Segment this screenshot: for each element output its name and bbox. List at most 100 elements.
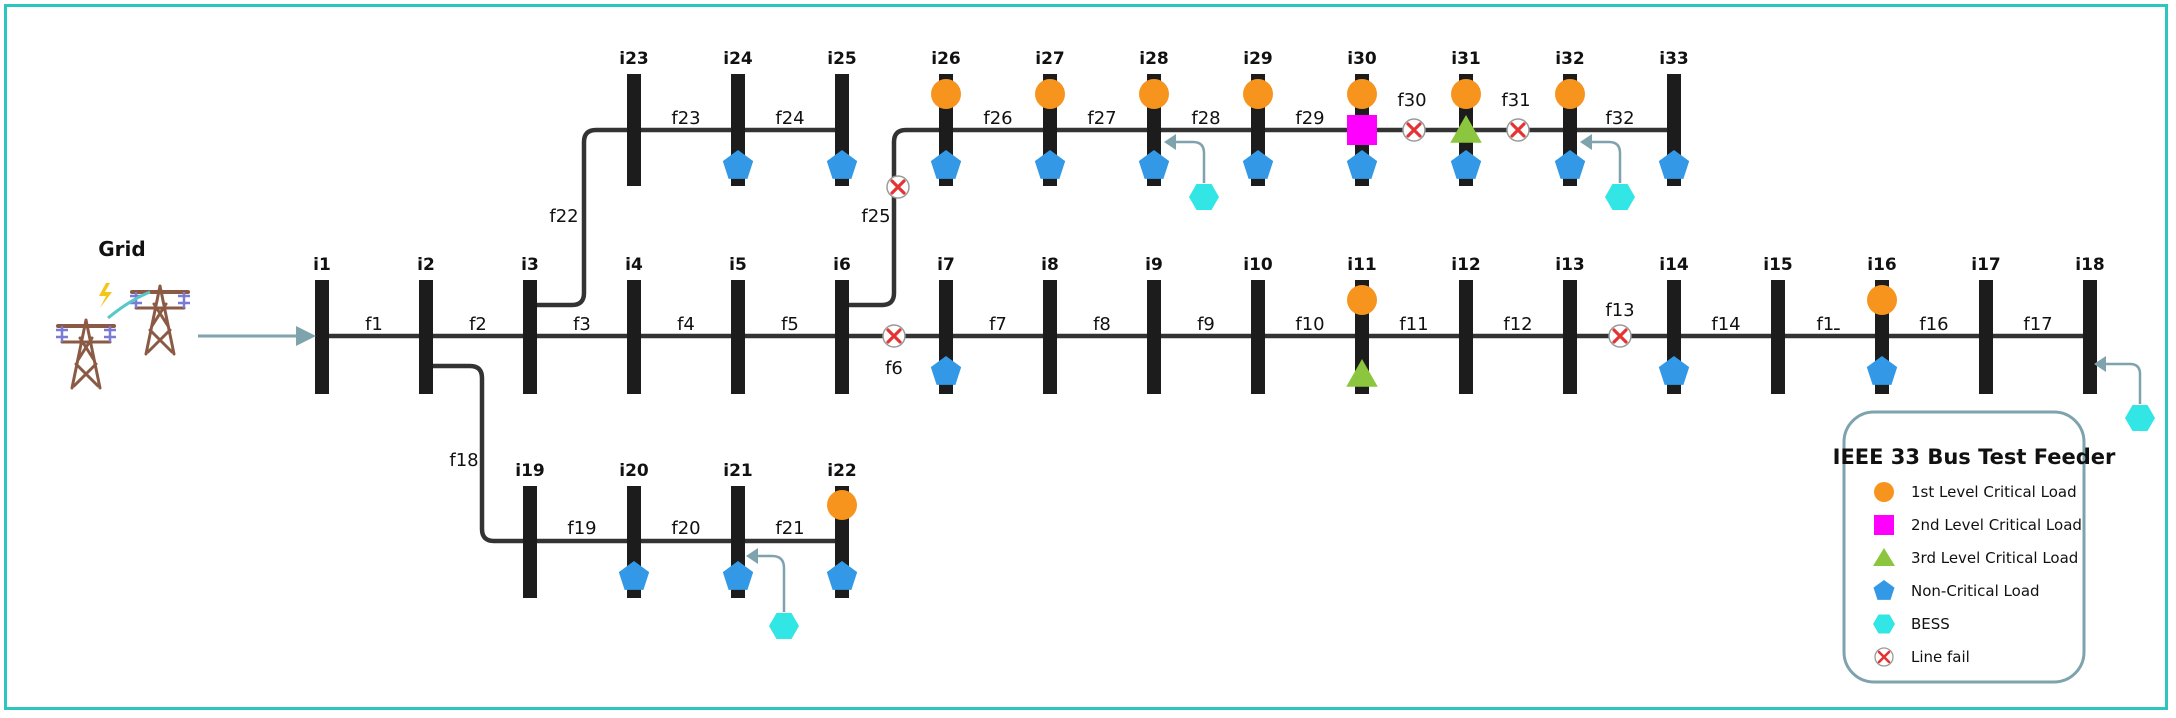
- line-fail-marker-f30: [1402, 118, 1426, 142]
- legend-item-label-bess: BESS: [1911, 615, 1950, 633]
- bus-label-i1: i1: [313, 255, 331, 275]
- line-fail-x-icon: [886, 328, 902, 344]
- line-label-f24: f24: [775, 108, 804, 129]
- line-label-f23: f23: [671, 108, 700, 129]
- bus-label-i29: i29: [1243, 49, 1272, 69]
- legend-item-label-second-level: 2nd Level Critical Load: [1911, 516, 2082, 534]
- legend-box: [1842, 410, 2086, 684]
- line-label-f14: f14: [1711, 314, 1740, 335]
- bus-label-i18: i18: [2075, 255, 2104, 275]
- line-label-f28: f28: [1191, 108, 1220, 129]
- first-level-critical-load-i29: [1243, 79, 1273, 109]
- bus-label-i5: i5: [729, 255, 747, 275]
- bus-label-i31: i31: [1451, 49, 1480, 69]
- bus-label-i26: i26: [931, 49, 960, 69]
- non-critical-load-i14: [1658, 356, 1690, 385]
- non-critical-load-i33: [1658, 150, 1690, 179]
- line-label-f16: f16: [1919, 314, 1948, 335]
- bus-label-i30: i30: [1347, 49, 1377, 69]
- line-label-f20: f20: [671, 518, 700, 539]
- line-label-f32: f32: [1605, 108, 1634, 129]
- legend-item-label-third-level: 3rd Level Critical Load: [1911, 549, 2078, 567]
- line-label-f31: f31: [1501, 90, 1530, 111]
- bess-unit-i21: [769, 613, 799, 639]
- bus-label-i15: i15: [1763, 255, 1792, 275]
- line-label-f18: f18: [449, 450, 478, 471]
- bus-label-i22: i22: [827, 461, 856, 481]
- legend-swatch-second-level: [1874, 515, 1894, 535]
- line-fail-marker-f13: [1608, 324, 1632, 348]
- non-critical-load-i32: [1554, 150, 1586, 179]
- grid-arrow-head-icon: [296, 326, 316, 346]
- legend-swatch-third-level: [1873, 548, 1895, 566]
- bess-arrow-line: [1172, 140, 1206, 183]
- non-critical-load-i27: [1034, 150, 1066, 179]
- non-critical-load-i29: [1242, 150, 1274, 179]
- bus-bar-i9: [1147, 280, 1161, 394]
- legend-item-label-non-critical: Non-Critical Load: [1911, 582, 2040, 600]
- bus-label-i21: i21: [723, 461, 752, 481]
- bus-label-i17: i17: [1971, 255, 2000, 275]
- line-fail-x-icon: [1406, 122, 1422, 138]
- bus-bar-i23: [627, 74, 641, 186]
- line-label-f8: f8: [1093, 314, 1111, 335]
- non-critical-load-i21: [722, 561, 754, 590]
- bess-connection-i21: [746, 548, 786, 612]
- line-fail-x-icon: [890, 179, 906, 195]
- non-critical-load-i28: [1138, 150, 1170, 179]
- bus-bar-i13: [1563, 280, 1577, 394]
- line-fail-x-icon: [1510, 122, 1526, 138]
- bus-label-i12: i12: [1451, 255, 1480, 275]
- first-level-critical-load-i31: [1451, 79, 1481, 109]
- bus-label-i10: i10: [1243, 255, 1273, 275]
- bus-bar-i6: [835, 280, 849, 394]
- line-fail-marker-f31: [1506, 118, 1530, 142]
- line-label-f4: f4: [677, 314, 695, 335]
- bus-label-i6: i6: [833, 255, 851, 275]
- non-critical-load-i31: [1450, 150, 1482, 179]
- bus-label-i13: i13: [1555, 255, 1584, 275]
- bus-label-i11: i11: [1347, 255, 1376, 275]
- bess-arrow-line: [756, 554, 786, 612]
- bess-arrow-head-icon: [1580, 134, 1592, 150]
- legend: IEEE 33 Bus Test Feeder 1st Level Critica…: [1833, 410, 2116, 684]
- non-critical-load-i25: [826, 150, 858, 179]
- legend-item-label-fail: Line fail: [1911, 648, 1970, 666]
- non-critical-load-i30: [1346, 150, 1378, 179]
- line-label-f7: f7: [989, 314, 1007, 335]
- first-level-critical-load-i11: [1347, 285, 1377, 315]
- line-label-f25: f25: [861, 206, 890, 227]
- third-level-critical-load-i11: [1346, 359, 1378, 387]
- line-label-f22: f22: [549, 206, 578, 227]
- insulator-icon: [178, 292, 190, 308]
- bus-label-i19: i19: [515, 461, 544, 481]
- non-critical-load-i26: [930, 150, 962, 179]
- bus-bar-i15: [1771, 280, 1785, 394]
- bess-connection-i32: [1580, 134, 1622, 183]
- non-critical-load-i7: [930, 356, 962, 385]
- non-critical-load-i22: [826, 561, 858, 590]
- line-label-f27: f27: [1087, 108, 1116, 129]
- line-label-f19: f19: [567, 518, 596, 539]
- bus-bar-i3: [523, 280, 537, 394]
- line-label-f30: f30: [1397, 90, 1426, 111]
- legend-swatch-first-level: [1874, 482, 1894, 502]
- first-level-critical-load-i26: [931, 79, 961, 109]
- transmission-tower-icon-right: [130, 284, 190, 356]
- bus-label-i14: i14: [1659, 255, 1689, 275]
- bus-bar-i8: [1043, 280, 1057, 394]
- bus-label-i3: i3: [521, 255, 539, 275]
- line-label-f29: f29: [1295, 108, 1324, 129]
- grid-label: Grid: [98, 237, 145, 261]
- bess-connection-i18: [2094, 356, 2142, 404]
- bus-bar-i1: [315, 280, 329, 394]
- line-label-f26: f26: [983, 108, 1012, 129]
- bus-label-i9: i9: [1145, 255, 1163, 275]
- line-label-f13: f13: [1605, 300, 1634, 321]
- line-fail-x-icon: [1612, 328, 1628, 344]
- bus-bar-i18: [2083, 280, 2097, 394]
- bess-arrow-line: [2102, 362, 2142, 404]
- line-label-f17: f17: [2023, 314, 2052, 335]
- legend-item-label-first-level: 1st Level Critical Load: [1911, 483, 2077, 501]
- legend-swatch-non-critical: [1873, 580, 1895, 600]
